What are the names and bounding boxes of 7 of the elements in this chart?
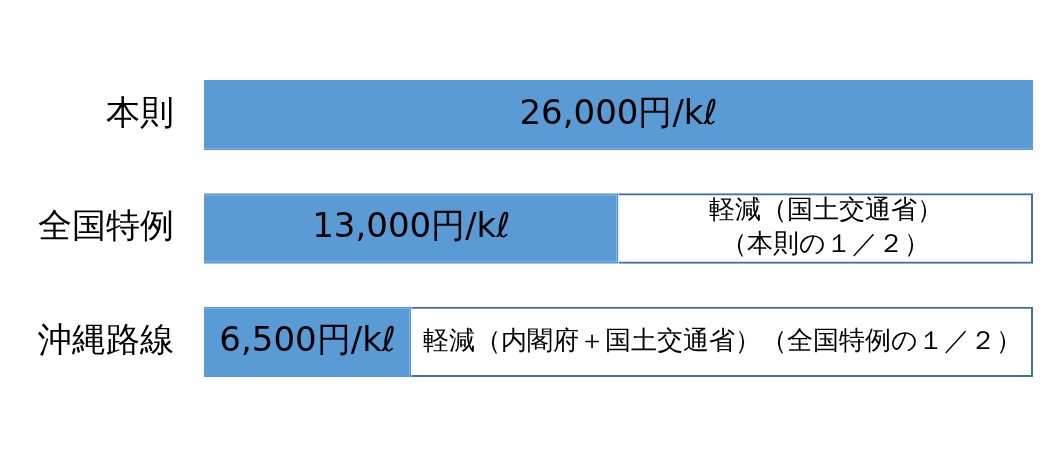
- data-label: 13,000円/kℓ: [312, 205, 511, 246]
- data-label: 軽減（国土交通省）（本則の１／２）: [708, 194, 943, 259]
- y-tick-label: 全国特例: [38, 205, 174, 246]
- y-tick-label: 沖縄路線: [38, 318, 174, 359]
- data-label: 26,000円/kℓ: [519, 91, 718, 132]
- y-tick-label: 本則: [106, 91, 174, 132]
- data-label: 6,500円/kℓ: [219, 318, 396, 359]
